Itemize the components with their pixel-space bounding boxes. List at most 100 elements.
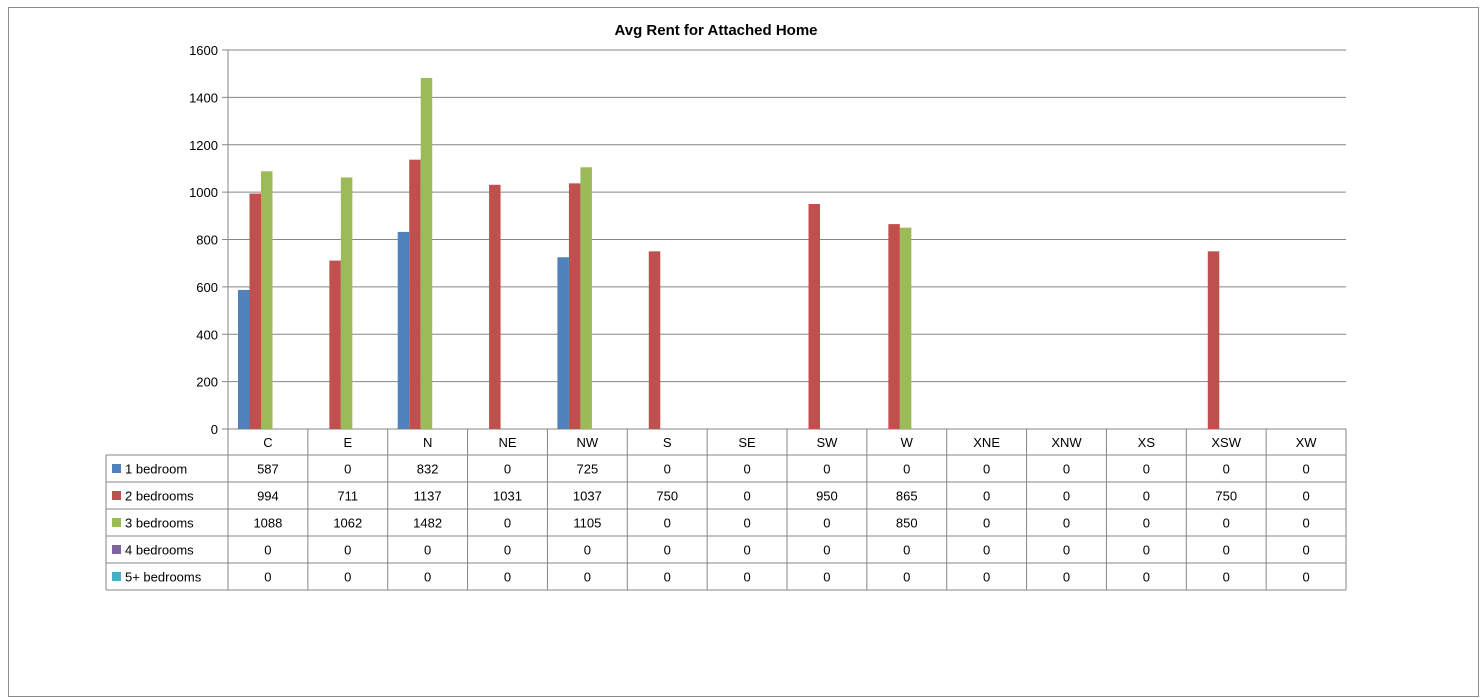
y-tick-label: 400 xyxy=(196,327,218,342)
data-label: 0 xyxy=(903,462,910,477)
x-tick-label: XNW xyxy=(1051,435,1082,450)
data-label: 1137 xyxy=(414,489,442,504)
data-label: 0 xyxy=(664,570,671,585)
y-tick-label: 1400 xyxy=(189,90,218,105)
legend-swatch xyxy=(112,491,121,500)
x-tick-label: C xyxy=(263,435,272,450)
data-label: 0 xyxy=(504,570,511,585)
data-label: 0 xyxy=(1063,543,1070,558)
x-tick-label: W xyxy=(901,435,914,450)
data-label: 0 xyxy=(903,543,910,558)
data-label: 0 xyxy=(983,516,990,531)
bar xyxy=(249,193,261,429)
data-label: 0 xyxy=(903,570,910,585)
bar xyxy=(489,184,501,429)
bar xyxy=(238,289,250,429)
data-label: 0 xyxy=(1223,543,1230,558)
data-label: 0 xyxy=(1143,462,1150,477)
y-tick-label: 800 xyxy=(196,233,218,248)
data-label: 0 xyxy=(823,543,830,558)
data-label: 0 xyxy=(823,570,830,585)
data-label: 994 xyxy=(257,489,279,504)
legend-entry: 1 bedroom xyxy=(125,462,187,477)
data-label: 850 xyxy=(896,516,918,531)
data-label: 1088 xyxy=(253,516,282,531)
data-label: 0 xyxy=(264,570,271,585)
data-label: 0 xyxy=(1063,516,1070,531)
data-label: 0 xyxy=(1302,543,1309,558)
x-tick-label: SE xyxy=(738,435,756,450)
legend-swatch xyxy=(112,572,121,581)
data-label: 1062 xyxy=(333,516,362,531)
data-label: 0 xyxy=(743,516,750,531)
data-label: 0 xyxy=(743,570,750,585)
bar xyxy=(420,77,433,430)
legend-entry: 2 bedrooms xyxy=(125,489,194,504)
data-label: 0 xyxy=(1143,570,1150,585)
x-tick-label: XS xyxy=(1138,435,1156,450)
bar xyxy=(648,251,661,429)
y-tick-label: 1600 xyxy=(189,43,218,58)
data-label: 0 xyxy=(1143,543,1150,558)
data-label: 0 xyxy=(1223,516,1230,531)
data-label: 0 xyxy=(983,543,990,558)
data-label: 0 xyxy=(424,570,431,585)
chart-title: Avg Rent for Attached Home xyxy=(614,22,817,39)
data-label: 0 xyxy=(1223,570,1230,585)
data-label: 0 xyxy=(823,516,830,531)
x-tick-label: XSW xyxy=(1211,435,1241,450)
data-label: 0 xyxy=(344,543,351,558)
data-label: 750 xyxy=(1215,489,1237,504)
data-label: 0 xyxy=(983,462,990,477)
bar xyxy=(409,159,421,429)
legend-swatch xyxy=(112,464,121,473)
data-label: 725 xyxy=(577,462,599,477)
y-tick-label: 600 xyxy=(196,280,218,295)
data-label: 0 xyxy=(344,570,351,585)
data-label: 0 xyxy=(344,462,351,477)
data-label: 0 xyxy=(504,462,511,477)
data-label: 587 xyxy=(257,462,279,477)
y-tick-label: 1200 xyxy=(189,138,218,153)
data-label: 865 xyxy=(896,489,918,504)
bar xyxy=(808,203,820,429)
data-label: 0 xyxy=(264,543,271,558)
data-label: 0 xyxy=(584,543,591,558)
data-label: 0 xyxy=(1302,516,1309,531)
x-tick-label: E xyxy=(343,435,352,450)
data-label: 0 xyxy=(1063,570,1070,585)
x-tick-label: N xyxy=(423,435,432,450)
y-axis-ticks: 0 200 400 600 800 1000 1200 1400 1600 xyxy=(189,43,218,437)
legend-entry: 4 bedrooms xyxy=(125,543,194,558)
data-label: 0 xyxy=(664,543,671,558)
bar xyxy=(1207,251,1220,429)
bar xyxy=(888,224,900,429)
data-label: 0 xyxy=(983,570,990,585)
legend-swatch xyxy=(112,518,121,527)
y-tick-label: 1000 xyxy=(189,185,218,200)
data-label: 0 xyxy=(1063,489,1070,504)
data-label: 0 xyxy=(1302,570,1309,585)
data-table: C E N NE NW S SE SW W XNE XNW XS XSW XW 1 bedroom 587 0 8… xyxy=(105,429,1347,591)
bar xyxy=(397,231,410,429)
bar xyxy=(340,177,353,429)
data-label: 832 xyxy=(417,462,439,477)
data-label: 0 xyxy=(1143,516,1150,531)
data-label: 750 xyxy=(656,489,678,504)
data-label: 0 xyxy=(584,570,591,585)
x-tick-label: XW xyxy=(1296,435,1318,450)
data-label: 0 xyxy=(504,516,511,531)
data-label: 0 xyxy=(1302,462,1309,477)
data-label: 0 xyxy=(743,489,750,504)
x-tick-label: XNE xyxy=(973,435,1000,450)
data-label: 1105 xyxy=(573,516,601,531)
bar xyxy=(899,227,912,429)
bar xyxy=(261,171,273,429)
legend-swatch xyxy=(112,545,121,554)
bar xyxy=(329,260,341,429)
legend-entry: 5+ bedrooms xyxy=(125,570,202,585)
data-label: 0 xyxy=(1302,489,1309,504)
data-label: 1037 xyxy=(573,489,602,504)
data-label: 0 xyxy=(823,462,830,477)
